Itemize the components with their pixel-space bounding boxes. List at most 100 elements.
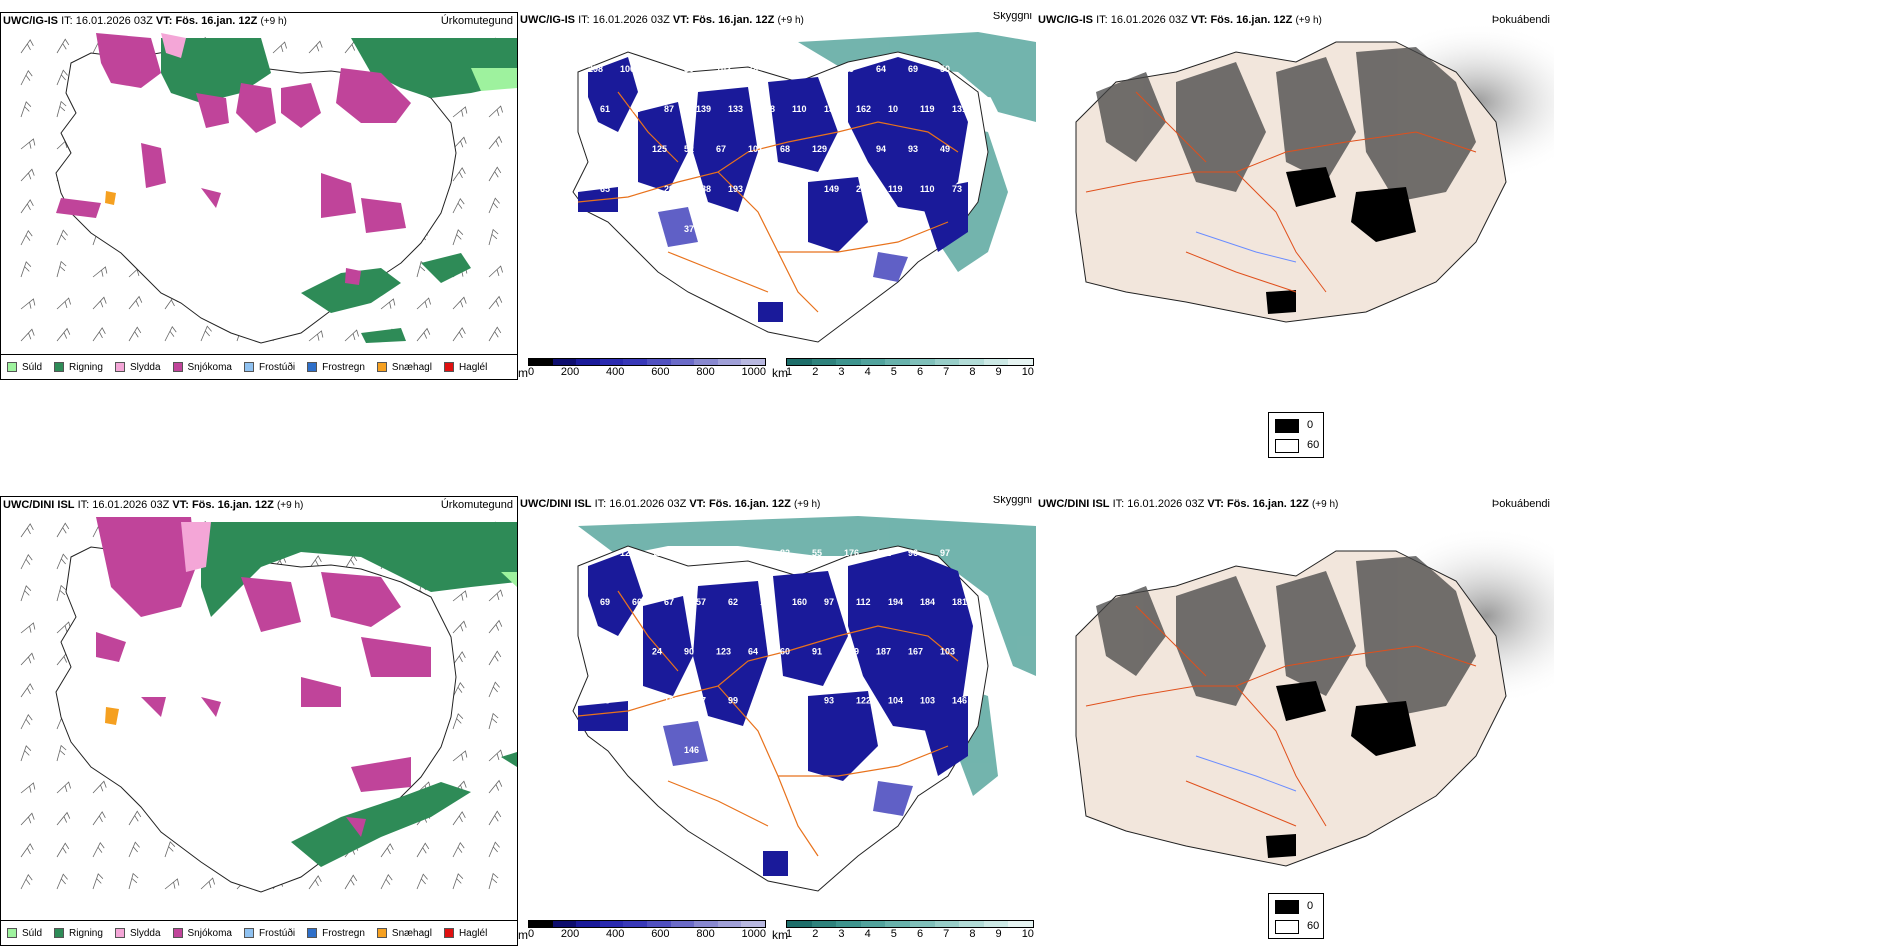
colorbar-tick: 200 [560,928,580,940]
wind-barb [128,841,140,858]
cloud-base-label: 146 [952,696,967,706]
wind-barb [92,841,105,858]
it-value: 16.01.2026 03Z [1110,14,1188,26]
cloud-base-label: 304 [760,184,775,194]
wind-barb [488,681,500,698]
cloud-base-label: 66 [652,745,662,755]
wind-barb [128,295,143,310]
it-label: IT: [578,14,590,26]
legend-item: Slydda [114,362,161,373]
cloud-base-label: 83 [844,144,854,154]
legend-item: Frostregn [307,362,365,373]
colorbar-segment [552,359,577,365]
colorbar-tick: 400 [606,928,625,940]
it-label: IT: [1096,14,1108,26]
colorbar-segment [576,921,600,927]
vt-label: VT: [172,499,189,511]
wind-barb [20,652,35,666]
colorbar-segment [811,359,837,365]
panel-title: Þokuábendi [1491,498,1550,510]
colorbar-tick: 1000 [741,366,766,378]
cloud-base-label: 94 [588,224,598,234]
wind-barb [452,296,467,310]
legend-swatch [243,928,254,938]
fog-map-bottom [1075,526,1554,867]
wind-barb [20,229,33,246]
cloud-base-label: 80 [780,64,790,74]
wind-barb [92,811,106,826]
fog-index-panel-top: UWC/IG-IS IT: 16.01.2026 03Z VT: Fös. 16… [1036,12,1554,380]
colorbar-segment [741,359,765,365]
cloud-base-label: 288 [696,184,711,194]
cloud-base-label: 60 [780,646,790,656]
colorbar-tick: 600 [651,928,670,940]
panel-title: Þokuábendi [1491,14,1550,26]
it-value: 16.01.2026 03Z [1127,498,1205,510]
legend-item: Frostúði [243,928,295,939]
colorbar-segment [860,921,886,927]
colorbar-segment [909,921,935,927]
colorbar-segment [860,359,886,365]
legend-label: Snæhagl [391,927,432,939]
cloud-base-label: 35 [632,184,642,194]
wind-barb [20,69,33,86]
cloud-base-label: 226 [792,184,807,194]
cloud-base-label: 101 [876,548,891,558]
cloud-base-label: 139 [844,646,859,656]
cloud-base-label: 56 [620,224,630,234]
legend-item: Frostregn [307,928,365,939]
wind-barb [20,101,32,118]
model-name: UWC/DINI ISL [520,498,592,510]
colorbar-segment [934,359,960,365]
colorbar-tick: 600 [651,366,670,378]
wind-barb [56,38,70,54]
legend-label: Rigning [69,361,103,373]
wind-barb [20,261,32,278]
colorbar-segment [909,359,935,365]
cloud-base-panel-bottom: 310 126 122 130 188 99 82 55 176 101 96 97 69 66 67 57 6… [518,496,1036,946]
cloud-base-label: 97 [824,597,834,607]
cloud-base-label: 104 [888,696,903,706]
colorbar-tick: 1000 [741,928,766,940]
wind-barb [164,841,176,858]
colorbar-tick: 9 [995,928,1002,940]
model-name: UWC/DINI ISL [3,499,75,511]
colorbar-tick: 7 [943,366,950,378]
cloud-base-label: 90 [684,646,694,656]
vt-label: VT: [689,498,706,510]
model-name: UWC/DINI ISL [1038,498,1110,510]
colorbar-segment [552,921,577,927]
wind-barb [272,41,287,54]
wind-barb [92,266,108,278]
legend-label: Rigning [69,927,103,939]
cloud-base-label: 82 [792,696,802,706]
colorbar-tick: 1 [786,366,793,378]
wind-barb [20,683,34,698]
cloud-base-label: 78 [748,64,758,74]
cloud-base-label: 146 [684,745,699,755]
colorbar-segment [885,921,910,927]
wind-barb [488,326,502,342]
legend-swatch [172,928,183,938]
legend-swatch [376,928,387,938]
colorbar-segment [646,359,671,365]
colorbar-tick: 2 [812,928,819,940]
colorbar-tick: 800 [696,928,715,940]
colorbar-tick: 6 [916,928,924,940]
wind-barb [92,327,106,342]
cloud-base-label: 24 [652,646,662,656]
wind-barb [488,105,503,118]
vt-label: VT: [1190,14,1208,26]
wind-barb [452,811,466,826]
legend-label: Snjókoma [187,361,232,373]
wind-barb [488,197,500,214]
colorbar-segment [717,921,742,927]
cloud-base-label: 126 [748,224,763,234]
colorbar-unit: km [772,366,788,380]
cloud-base-label: 82 [780,548,790,558]
colorbar-segment [576,359,600,365]
colorbar-segment [623,359,647,365]
legend-swatch [307,362,318,372]
cloud-base-label: 61 [600,104,610,114]
cloud-base-label: 160 [792,597,807,607]
